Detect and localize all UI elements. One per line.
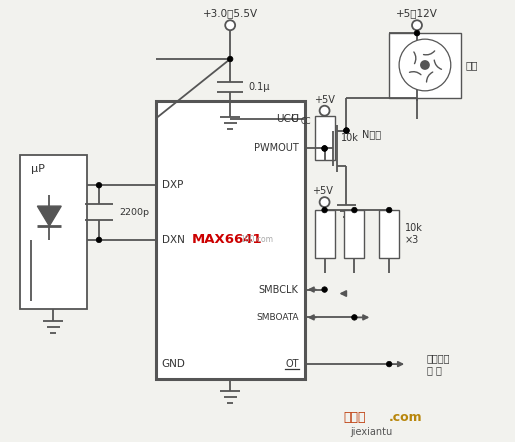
Circle shape: [344, 128, 349, 133]
Circle shape: [322, 207, 328, 213]
Text: 外部中断
信 号: 外部中断 信 号: [427, 353, 451, 375]
Circle shape: [352, 315, 357, 320]
Text: SMBOATA: SMBOATA: [256, 313, 299, 322]
Circle shape: [399, 39, 451, 91]
Text: 2200p: 2200p: [119, 208, 149, 217]
Bar: [20, 156, 87, 309]
Text: +3.0～5.5V: +3.0～5.5V: [202, 8, 258, 18]
Text: jiexiantu: jiexiantu: [350, 427, 392, 437]
Circle shape: [322, 146, 328, 151]
Text: .com: .com: [389, 411, 423, 424]
Circle shape: [228, 56, 233, 62]
Bar: [389, 33, 461, 98]
Text: +5～12V: +5～12V: [396, 8, 438, 18]
Circle shape: [320, 106, 330, 116]
Bar: [345, 210, 364, 258]
Text: 100.com: 100.com: [241, 236, 273, 244]
Text: +5V: +5V: [314, 95, 335, 105]
Text: OT: OT: [285, 359, 299, 369]
Text: GND: GND: [162, 359, 185, 369]
Text: PWMOUT: PWMOUT: [254, 144, 299, 153]
Circle shape: [414, 30, 420, 36]
Circle shape: [96, 183, 102, 188]
Text: 10k
×3: 10k ×3: [405, 223, 423, 245]
Circle shape: [386, 361, 392, 367]
Text: N沟道: N沟道: [363, 130, 382, 140]
Bar: [315, 210, 335, 258]
Text: 10k: 10k: [340, 133, 358, 142]
Polygon shape: [38, 206, 61, 226]
Circle shape: [225, 20, 235, 30]
Circle shape: [322, 146, 328, 151]
Circle shape: [421, 61, 429, 69]
Text: 接线图: 接线图: [343, 411, 366, 424]
Circle shape: [96, 237, 102, 243]
Bar: [315, 116, 335, 160]
Circle shape: [386, 207, 392, 213]
Circle shape: [320, 197, 330, 207]
Text: MAX6641: MAX6641: [192, 233, 263, 246]
Bar: [156, 101, 305, 379]
Text: μP: μP: [31, 164, 45, 174]
Circle shape: [344, 128, 349, 133]
Text: SMBCLK: SMBCLK: [259, 285, 299, 294]
Text: U: U: [290, 114, 299, 124]
Circle shape: [322, 287, 328, 292]
Circle shape: [352, 207, 357, 213]
Text: DXN: DXN: [162, 235, 184, 245]
Text: UCC: UCC: [277, 114, 299, 124]
Text: +5V: +5V: [312, 186, 333, 196]
Bar: [379, 210, 399, 258]
Text: CC: CC: [301, 117, 311, 126]
Text: 风扇: 风扇: [466, 60, 478, 70]
Text: 0.1μ: 0.1μ: [248, 82, 269, 92]
Circle shape: [412, 20, 422, 30]
Text: DXP: DXP: [162, 180, 183, 190]
